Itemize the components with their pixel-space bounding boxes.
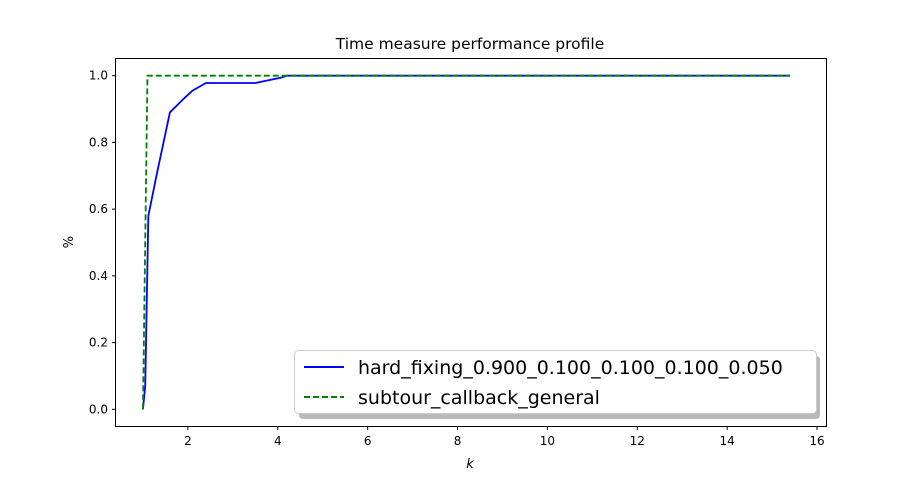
x-tick-label: 12 [630,434,645,448]
plot-area [115,58,827,427]
y-tick-label: 0.0 [89,402,108,416]
x-tick-label: 4 [274,434,282,448]
x-tick-label: 14 [719,434,734,448]
y-tick-label: 0.2 [89,336,108,350]
y-axis: 0.0 0.2 0.4 0.6 0.8 1.0 [89,69,116,416]
legend-box [294,350,817,414]
x-tick-label: 2 [184,434,192,448]
x-tick-label: 6 [364,434,372,448]
legend-label-subtour: subtour_callback_general [358,387,600,409]
legend-label-hard-fixing: hard_fixing_0.900_0.100_0.100_0.100_0.05… [358,357,783,379]
y-tick-label: 0.6 [89,202,108,216]
legend: hard_fixing_0.900_0.100_0.100_0.100_0.05… [294,350,820,419]
x-tick-label: 10 [540,434,555,448]
series-line-1 [142,74,791,410]
x-axis: 2 4 6 8 10 12 14 16 [184,426,825,448]
y-tick-label: 1.0 [89,69,108,83]
plot-frame [115,58,827,427]
x-tick-label: 8 [454,434,462,448]
y-axis-label: % [62,236,77,248]
x-axis-label: k [466,457,474,472]
series-layer [142,74,791,410]
y-tick-label: 0.4 [89,269,108,283]
y-tick-label: 0.8 [89,135,108,149]
chart-title: Time measure performance profile [335,35,605,53]
x-tick-label: 16 [809,434,824,448]
series-line-0 [142,74,791,410]
